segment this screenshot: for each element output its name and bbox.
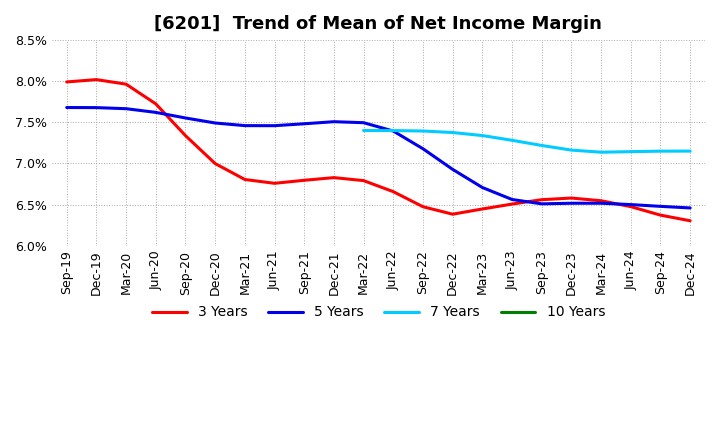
3 Years — [181, 133, 190, 138]
5 Years — [270, 123, 279, 128]
7 Years — [508, 138, 516, 143]
3 Years — [597, 198, 606, 203]
7 Years — [418, 128, 427, 134]
7 Years — [389, 128, 397, 133]
7 Years — [359, 128, 368, 133]
5 Years — [181, 115, 190, 121]
3 Years — [92, 77, 101, 82]
7 Years — [478, 133, 487, 138]
3 Years — [567, 195, 576, 201]
3 Years — [508, 202, 516, 207]
5 Years — [537, 201, 546, 206]
5 Years — [151, 110, 160, 115]
3 Years — [418, 204, 427, 209]
7 Years — [597, 150, 606, 155]
5 Years — [449, 167, 457, 172]
3 Years — [151, 101, 160, 106]
5 Years — [656, 204, 665, 209]
5 Years — [478, 185, 487, 190]
7 Years — [686, 148, 695, 154]
5 Years — [63, 105, 71, 110]
Line: 5 Years: 5 Years — [67, 107, 690, 208]
3 Years — [240, 177, 249, 182]
7 Years — [537, 143, 546, 148]
5 Years — [567, 201, 576, 206]
3 Years — [626, 204, 635, 209]
5 Years — [597, 201, 606, 206]
5 Years — [92, 105, 101, 110]
7 Years — [449, 130, 457, 135]
3 Years — [656, 213, 665, 218]
Line: 7 Years: 7 Years — [364, 131, 690, 152]
5 Years — [389, 128, 397, 134]
7 Years — [656, 149, 665, 154]
3 Years — [63, 79, 71, 84]
5 Years — [508, 197, 516, 202]
3 Years — [330, 175, 338, 180]
3 Years — [300, 178, 309, 183]
3 Years — [211, 161, 220, 166]
7 Years — [567, 147, 576, 153]
5 Years — [300, 121, 309, 126]
5 Years — [686, 205, 695, 211]
3 Years — [270, 181, 279, 186]
3 Years — [537, 197, 546, 202]
3 Years — [478, 206, 487, 212]
5 Years — [122, 106, 130, 111]
5 Years — [330, 119, 338, 125]
3 Years — [389, 189, 397, 194]
3 Years — [449, 212, 457, 217]
Legend: 3 Years, 5 Years, 7 Years, 10 Years: 3 Years, 5 Years, 7 Years, 10 Years — [146, 300, 611, 325]
5 Years — [240, 123, 249, 128]
5 Years — [359, 120, 368, 125]
7 Years — [626, 149, 635, 154]
3 Years — [359, 178, 368, 183]
5 Years — [211, 121, 220, 126]
3 Years — [122, 81, 130, 87]
Line: 3 Years: 3 Years — [67, 80, 690, 221]
3 Years — [686, 218, 695, 224]
5 Years — [626, 202, 635, 207]
Title: [6201]  Trend of Mean of Net Income Margin: [6201] Trend of Mean of Net Income Margi… — [155, 15, 603, 33]
5 Years — [418, 146, 427, 151]
